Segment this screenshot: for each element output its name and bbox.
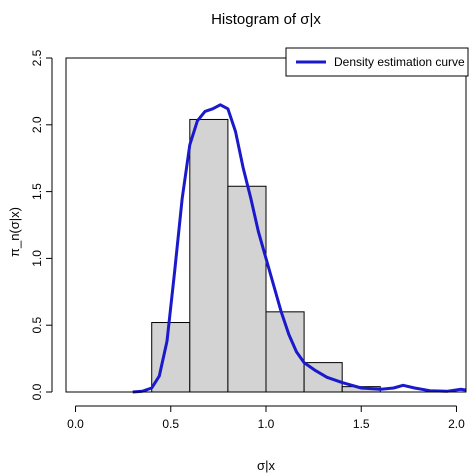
y-tick-label: 1.0: [30, 250, 44, 267]
density-curve-line: [132, 103, 467, 394]
y-tick-label: 0.5: [30, 317, 44, 334]
x-tick-label: 0.0: [67, 417, 84, 431]
y-axis: 0.0 0.5 1.0 1.5 2.0 2.5: [30, 49, 53, 400]
y-tick-label: 0.0: [30, 383, 44, 400]
x-tick-label: 2.0: [448, 417, 465, 431]
y-tick-label: 1.5: [30, 183, 44, 200]
y-axis-label: π_n(σ|x): [7, 207, 22, 257]
y-tick-label: 2.5: [30, 49, 44, 66]
x-axis-label: σ|x: [257, 458, 275, 473]
x-tick-label: 0.5: [162, 417, 179, 431]
histogram-bar-2: [227, 185, 267, 393]
density-curve-layer: [132, 103, 467, 394]
legend: Density estimation curve: [285, 47, 469, 77]
legend-label: Density estimation curve: [334, 55, 465, 69]
chart-title: Histogram of σ|x: [211, 11, 321, 28]
x-tick-label: 1.0: [258, 417, 275, 431]
histogram-bar-1: [189, 118, 229, 393]
x-tick-label: 1.5: [353, 417, 370, 431]
x-axis: 0.0 0.5 1.0 1.5 2.0: [67, 405, 465, 431]
y-tick-label: 2.0: [30, 116, 44, 133]
plot-frame: [65, 57, 467, 393]
